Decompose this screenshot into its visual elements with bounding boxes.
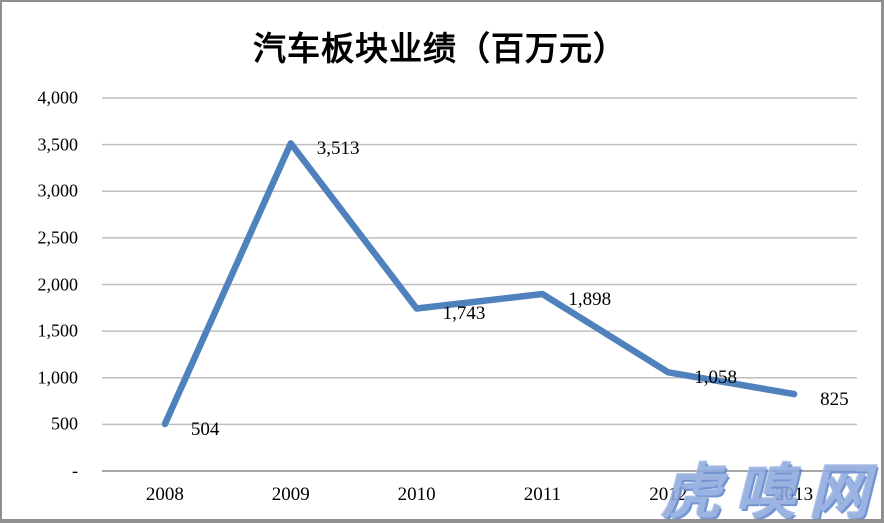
y-axis-tick-label: 2,000 — [37, 274, 79, 294]
y-axis-tick-label: 1,000 — [37, 367, 79, 388]
y-axis-tick-label: 3,500 — [37, 134, 79, 155]
chart-title: 汽车板块业绩（百万元） — [253, 32, 627, 68]
x-axis-tick-label: 2011 — [523, 484, 562, 505]
watermark-logo: 虎嗅网 — [661, 460, 883, 523]
x-axis-tick-label: 2012 — [649, 484, 688, 505]
data-point-label: 3,513 — [316, 138, 360, 160]
y-axis-tick-label: 500 — [51, 413, 78, 434]
x-axis-tick-label: 2010 — [397, 484, 436, 505]
y-axis-tick-label: 2,500 — [37, 227, 79, 248]
series-line — [161, 140, 798, 428]
y-axis-tick-label: 3,000 — [37, 180, 79, 201]
data-point-label: 1,058 — [694, 367, 737, 389]
x-axis-tick-label: 2008 — [145, 484, 184, 505]
data-point-label: 504 — [190, 419, 220, 440]
y-axis-tick-label: 4,000 — [37, 87, 79, 108]
data-point-label: 1,743 — [442, 303, 486, 325]
data-point-label: 1,898 — [568, 289, 612, 310]
x-axis-tick-label: 2009 — [271, 484, 310, 505]
y-axis-tick-label: 1,500 — [37, 320, 79, 341]
x-axis-tick-label: 2013 — [775, 484, 814, 505]
data-point-label: 825 — [820, 389, 849, 411]
y-axis-tick-label: - — [72, 460, 78, 481]
